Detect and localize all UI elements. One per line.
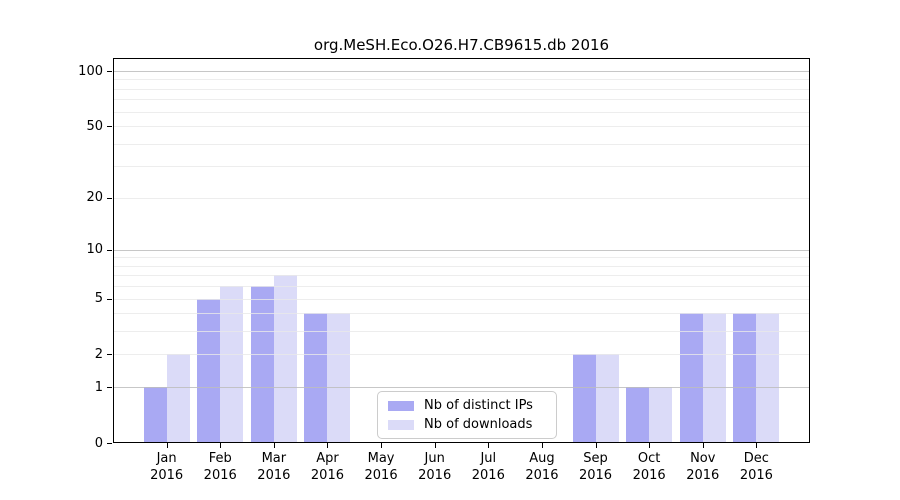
x-tick-jul [488, 443, 490, 448]
plot-area: Nb of distinct IPs Nb of downloads [113, 58, 810, 443]
bar-nb-of-downloads-mar [273, 275, 297, 443]
major-gridline-1 [113, 387, 810, 389]
y-tick-label-1: 1 [94, 379, 103, 395]
x-tick-label-nov: Nov 2016 [686, 451, 720, 483]
bar-nb-of-downloads-oct [649, 387, 673, 443]
x-tick-nov [702, 443, 704, 448]
x-tick-apr [327, 443, 329, 448]
legend-row-nb-of-distinct-ips: Nb of distinct IPs [384, 398, 550, 414]
x-tick-label-feb: Feb 2016 [203, 451, 237, 483]
x-tick-oct [649, 443, 651, 448]
y-tick-label-5: 5 [94, 291, 103, 307]
x-tick-label-jul: Jul 2016 [471, 451, 505, 483]
y-tick-5 [107, 298, 112, 300]
bar-nb-of-downloads-jan [166, 354, 190, 443]
x-tick-may [381, 443, 383, 448]
x-tick-label-aug: Aug 2016 [525, 451, 559, 483]
bar-nb-of-distinct-ips-apr [304, 313, 328, 443]
minor-gridline-8 [113, 265, 810, 267]
x-tick-label-sep: Sep 2016 [578, 451, 613, 483]
bar-nb-of-downloads-sep [595, 354, 619, 443]
minor-gridline-70 [113, 99, 810, 101]
bar-nb-of-distinct-ips-oct [626, 387, 650, 443]
bar-nb-of-distinct-ips-nov [679, 313, 703, 443]
minor-gridline-5 [113, 298, 810, 300]
minor-gridline-6 [113, 286, 810, 288]
y-tick-1 [107, 387, 112, 389]
x-tick-jun [434, 443, 436, 448]
legend-row-nb-of-downloads: Nb of downloads [384, 417, 550, 433]
x-tick-aug [541, 443, 543, 448]
x-tick-label-apr: Apr 2016 [310, 451, 344, 483]
x-tick-dec [756, 443, 758, 448]
minor-gridline-2 [113, 354, 810, 356]
x-tick-jan [166, 443, 168, 448]
minor-gridline-30 [113, 166, 810, 168]
bar-nb-of-distinct-ips-sep [572, 354, 596, 443]
y-tick-10 [107, 249, 112, 251]
bar-nb-of-downloads-feb [220, 286, 244, 443]
minor-gridline-7 [113, 275, 810, 277]
bar-nb-of-distinct-ips-dec [733, 313, 757, 443]
x-tick-feb [220, 443, 222, 448]
y-tick-2 [107, 354, 112, 356]
y-tick-20 [107, 197, 112, 199]
major-gridline-10 [113, 249, 810, 251]
minor-gridline-40 [113, 143, 810, 145]
major-gridline-100 [113, 71, 810, 72]
minor-gridline-9 [113, 257, 810, 259]
x-tick-label-dec: Dec 2016 [739, 451, 773, 483]
chart-title: org.MeSH.Eco.O26.H7.CB9615.db 2016 [313, 36, 610, 54]
minor-gridline-80 [113, 88, 810, 90]
minor-gridline-3 [113, 331, 810, 333]
minor-gridline-90 [113, 79, 810, 81]
x-tick-label-jun: Jun 2016 [418, 451, 452, 483]
legend-label-nb-of-distinct-ips: Nb of distinct IPs [424, 398, 533, 413]
y-tick-label-20: 20 [86, 190, 103, 206]
x-tick-label-oct: Oct 2016 [632, 451, 666, 483]
x-tick-label-mar: Mar 2016 [257, 451, 291, 483]
x-tick-label-may: May 2016 [364, 451, 398, 483]
y-tick-label-0: 0 [94, 435, 103, 451]
bar-nb-of-distinct-ips-feb [197, 298, 221, 443]
legend-swatch-nb-of-distinct-ips [388, 400, 414, 411]
y-tick-label-10: 10 [86, 242, 103, 258]
bar-nb-of-downloads-nov [702, 313, 726, 443]
bar-nb-of-distinct-ips-jan [143, 387, 167, 443]
y-tick-label-50: 50 [86, 118, 103, 134]
y-tick-50 [107, 126, 112, 128]
y-tick-label-100: 100 [78, 63, 103, 79]
bar-nb-of-downloads-dec [756, 313, 780, 443]
y-tick-100 [107, 71, 112, 72]
minor-gridline-20 [113, 197, 810, 199]
x-tick-label-jan: Jan 2016 [150, 451, 184, 483]
legend: Nb of distinct IPs Nb of downloads [377, 391, 557, 439]
y-tick-label-2: 2 [94, 346, 103, 362]
minor-gridline-50 [113, 126, 810, 128]
bar-nb-of-distinct-ips-mar [250, 286, 274, 443]
legend-label-nb-of-downloads: Nb of downloads [424, 417, 533, 432]
y-tick-0 [107, 443, 112, 444]
x-tick-mar [273, 443, 275, 448]
bar-nb-of-downloads-apr [327, 313, 351, 443]
legend-swatch-nb-of-downloads [388, 419, 414, 430]
minor-gridline-60 [113, 111, 810, 113]
minor-gridline-4 [113, 313, 810, 315]
x-tick-sep [595, 443, 597, 448]
